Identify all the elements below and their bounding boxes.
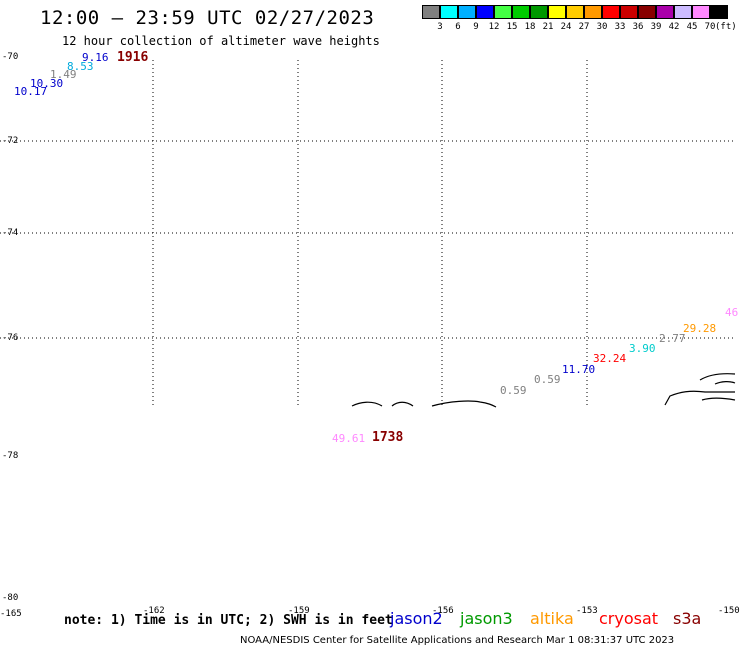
scale-swatch — [566, 5, 584, 19]
wave-height-reading: 0.59 — [500, 384, 527, 397]
wave-height-reading: 11.70 — [562, 363, 596, 376]
scale-label: 27 — [578, 22, 590, 32]
lat-label: -74 — [2, 228, 19, 238]
scale-label: 18 — [524, 22, 536, 32]
graticule — [0, 60, 735, 405]
scale-swatch — [530, 5, 548, 19]
footer-note: note: 1) Time is in UTC; 2) SWH is in fe… — [64, 613, 393, 628]
legend-s3a: s3a — [673, 609, 702, 628]
scale-swatch — [548, 5, 566, 19]
legend-jason2: jason2 — [390, 609, 443, 628]
credit-line: NOAA/NESDIS Center for Satellite Applica… — [240, 635, 675, 646]
scale-swatch — [494, 5, 512, 19]
scale-swatch — [620, 5, 638, 19]
wave-height-reading: 0.59 — [534, 373, 561, 386]
lon-label: -165 — [0, 609, 22, 619]
scale-swatch — [692, 5, 710, 19]
scale-label: 12 — [488, 22, 500, 32]
scale-label: 36 — [632, 22, 644, 32]
wave-height-reading: 1.49 — [50, 68, 77, 81]
scale-label: 45 — [686, 22, 698, 32]
scale-label: 30 — [596, 22, 608, 32]
legend-altika: altika — [530, 609, 574, 628]
wave-height-reading: 32.24 — [593, 352, 627, 365]
scale-swatch — [512, 5, 530, 19]
scale-label: 9 — [473, 22, 479, 32]
scale-swatch — [422, 5, 440, 19]
coastline-segment — [714, 381, 736, 385]
wave-height-reading: 2.77 — [659, 332, 686, 345]
wave-height-reading: 1916 — [117, 50, 149, 65]
scale-label: 3 — [437, 22, 443, 32]
coastline — [351, 373, 736, 408]
scale-label: 33 — [614, 22, 626, 32]
lon-label: -150 — [718, 606, 740, 616]
wave-height-reading: 9.16 — [82, 51, 109, 64]
page-title: 12:00 – 23:59 UTC 02/27/2023 — [40, 7, 375, 29]
coastline-segment — [391, 401, 414, 407]
wave-height-reading: 8.53 — [67, 60, 94, 73]
scale-label: 15 — [506, 22, 518, 32]
scale-swatch — [674, 5, 692, 19]
lon-label: -162 — [143, 606, 165, 616]
scale-swatch — [602, 5, 620, 19]
wave-height-reading: 10.30 — [30, 77, 64, 90]
scale-swatch — [458, 5, 476, 19]
coastline-segment — [351, 401, 383, 407]
scale-label: 39 — [650, 22, 662, 32]
scale-label: 24 — [560, 22, 572, 32]
lon-label: -153 — [576, 606, 598, 616]
lat-label: -76 — [2, 333, 19, 343]
scale-swatch — [656, 5, 674, 19]
wave-height-reading: 29.28 — [683, 322, 717, 335]
wave-height-reading: 3.90 — [629, 342, 656, 355]
scale-label: 70 — [704, 22, 716, 32]
lat-label: -70 — [2, 52, 19, 62]
wave-height-reading: 49.61 — [332, 432, 366, 445]
wave-height-reading: 10.17 — [14, 85, 48, 98]
scale-swatch — [476, 5, 494, 19]
scale-unit: (ft) — [715, 22, 737, 32]
scale-swatch — [584, 5, 602, 19]
lat-label: -80 — [2, 593, 19, 603]
lon-label: -156 — [432, 606, 454, 616]
lon-label: -159 — [288, 606, 310, 616]
scale-swatch — [710, 5, 728, 19]
coastline-segment — [699, 373, 736, 381]
coastline-segment — [664, 390, 735, 406]
scale-label: 42 — [668, 22, 680, 32]
lat-label: -78 — [2, 451, 19, 461]
page-subtitle: 12 hour collection of altimeter wave hei… — [62, 34, 380, 48]
legend-jason3: jason3 — [460, 609, 513, 628]
scale-swatch — [638, 5, 656, 19]
wave-height-reading: 46 — [725, 306, 739, 319]
legend-cryosat: cryosat — [599, 609, 659, 628]
wave-height-reading: 1738 — [372, 430, 404, 445]
coastline-segment — [701, 397, 736, 401]
scale-swatch — [440, 5, 458, 19]
lat-label: -72 — [2, 136, 19, 146]
scale-label: 6 — [455, 22, 461, 32]
coastline-segment — [431, 400, 497, 408]
scale-label: 21 — [542, 22, 554, 32]
